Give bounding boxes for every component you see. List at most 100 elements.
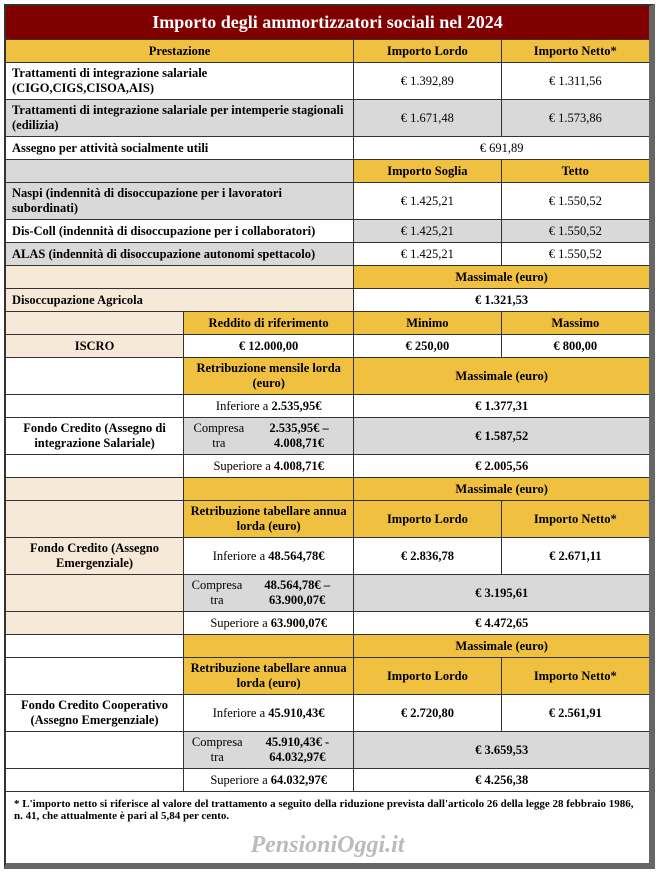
colhdr: Retribuzione mensile lorda (euro) (184, 358, 354, 394)
table-wrapper: Importo degli ammortizzatori sociali nel… (4, 4, 655, 869)
label: Trattamenti di integrazione salariale (C… (6, 63, 354, 99)
hdr-massimale: Massimale (euro) (354, 635, 649, 657)
table-title: Importo degli ammortizzatori sociali nel… (6, 6, 649, 40)
footnote: * L'importo netto si riferisce al valore… (6, 792, 649, 828)
label: Assegno per attività socialmente utili (6, 137, 354, 159)
label (6, 769, 184, 791)
bracket: Inferiore a 45.910,43€ (184, 695, 354, 731)
row-discoll: Dis-Coll (indennità di disoccupazione pe… (6, 220, 649, 243)
hdr-soglia: Importo Soglia (354, 160, 501, 182)
row-agricola-hdr: Massimale (euro) (6, 266, 649, 289)
val-netto: € 2.671,11 (502, 538, 649, 574)
val-tetto: € 1.550,52 (502, 183, 649, 219)
label (6, 478, 184, 500)
fc3-r0: Fondo Credito Cooperativo (Assegno Emerg… (6, 695, 649, 732)
val: € 2.005,56 (354, 455, 649, 477)
row-cigo: Trattamenti di integrazione salariale (C… (6, 63, 649, 100)
fc3-hdr1: Massimale (euro) (6, 635, 649, 658)
hdr-massimale: Massimale (euro) (354, 358, 649, 394)
val-netto: € 1.311,56 (502, 63, 649, 99)
fc3-r1: Compresa tra 45.910,43€ - 64.032,97€ € 3… (6, 732, 649, 769)
bracket: Compresa tra 45.910,43€ - 64.032,97€ (184, 732, 354, 768)
fc1-r2: Superiore a 4.008,71€ € 2.005,56 (6, 455, 649, 478)
label: Naspi (indennità di disoccupazione per i… (6, 183, 354, 219)
fc2-r2: Superiore a 63.900,07€ € 4.472,65 (6, 612, 649, 635)
label: Trattamenti di integrazione salariale pe… (6, 100, 354, 136)
val: € 1.587,52 (354, 418, 649, 454)
val: € 1.321,53 (354, 289, 649, 311)
label (6, 160, 354, 182)
fc2-r1: Compresa tra 48.564,78€ – 63.900,07€ € 3… (6, 575, 649, 612)
hdr-prestazione: Prestazione (6, 40, 354, 62)
label (6, 358, 184, 394)
hdr-tetto: Tetto (502, 160, 649, 182)
val-netto: € 1.573,86 (502, 100, 649, 136)
val: € 3.195,61 (354, 575, 649, 611)
bracket: Compresa tra 2.535,95€ – 4.008,71€ (184, 418, 354, 454)
val: € 3.659,53 (354, 732, 649, 768)
val-ref: € 12.000,00 (184, 335, 354, 357)
row-naspi-val: Naspi (indennità di disoccupazione per i… (6, 183, 649, 220)
bracket: Superiore a 4.008,71€ (184, 455, 354, 477)
label (6, 395, 184, 417)
row-iscro-val: ISCRO € 12.000,00 € 250,00 € 800,00 (6, 335, 649, 358)
val-min: € 250,00 (354, 335, 501, 357)
bracket: Compresa tra 48.564,78€ – 63.900,07€ (184, 575, 354, 611)
val-max: € 800,00 (502, 335, 649, 357)
label (6, 455, 184, 477)
label (6, 732, 184, 768)
label (6, 658, 184, 694)
label: ISCRO (6, 335, 184, 357)
header-row: Prestazione Importo Lordo Importo Netto* (6, 40, 649, 63)
val-soglia: € 1.425,21 (354, 183, 501, 219)
label (6, 635, 184, 657)
bracket: Inferiore a 48.564,78€ (184, 538, 354, 574)
hdr-netto: Importo Netto* (502, 40, 649, 62)
val-tetto: € 1.550,52 (502, 243, 649, 265)
val-soglia: € 1.425,21 (354, 220, 501, 242)
hdr-massimale: Massimale (euro) (354, 266, 649, 288)
val-soglia: € 1.425,21 (354, 243, 501, 265)
hdr-lordo: Importo Lordo (354, 501, 501, 537)
hdr-netto: Importo Netto* (502, 501, 649, 537)
label (6, 575, 184, 611)
label: ALAS (indennità di disoccupazione autono… (6, 243, 354, 265)
hdr-massimale: Massimale (euro) (354, 478, 649, 500)
fc1-r0: Inferiore a 2.535,95€ € 1.377,31 (6, 395, 649, 418)
row-assegno-utili: Assegno per attività socialmente utili €… (6, 137, 649, 160)
hdr-lordo: Importo Lordo (354, 658, 501, 694)
brand-watermark: PensioniOggi.it (6, 828, 649, 863)
fc2-r0: Fondo Credito (Assegno Emergenziale) Inf… (6, 538, 649, 575)
hdr-lordo: Importo Lordo (354, 40, 501, 62)
colhdr (184, 635, 354, 657)
fc3-hdr2: Retribuzione tabellare annua lorda (euro… (6, 658, 649, 695)
colhdr: Retribuzione tabellare annua lorda (euro… (184, 501, 354, 537)
val-lordo: € 1.671,48 (354, 100, 501, 136)
label: Fondo Credito (Assegno Emergenziale) (6, 538, 184, 574)
bracket: Superiore a 63.900,07€ (184, 612, 354, 634)
label: Fondo Credito Cooperativo (Assegno Emerg… (6, 695, 184, 731)
row-naspi: Importo Soglia Tetto (6, 160, 649, 183)
label (6, 612, 184, 634)
val: € 1.377,31 (354, 395, 649, 417)
fc2-hdr1: Massimale (euro) (6, 478, 649, 501)
val: € 4.256,38 (354, 769, 649, 791)
label (6, 312, 184, 334)
row-edilizia: Trattamenti di integrazione salariale pe… (6, 100, 649, 137)
label: Fondo Credito (Assegno di integrazione S… (6, 418, 184, 454)
val-tetto: € 1.550,52 (502, 220, 649, 242)
hdr-max: Massimo (502, 312, 649, 334)
hdr-netto: Importo Netto* (502, 658, 649, 694)
fc1-hdr: Retribuzione mensile lorda (euro) Massim… (6, 358, 649, 395)
bracket: Inferiore a 2.535,95€ (184, 395, 354, 417)
row-alas: ALAS (indennità di disoccupazione autono… (6, 243, 649, 266)
fc1-r1: Fondo Credito (Assegno di integrazione S… (6, 418, 649, 455)
val-lordo: € 2.836,78 (354, 538, 501, 574)
label (6, 501, 184, 537)
hdr-ref: Reddito di riferimento (184, 312, 354, 334)
label: Disoccupazione Agricola (6, 289, 354, 311)
colhdr: Retribuzione tabellare annua lorda (euro… (184, 658, 354, 694)
fc3-r2: Superiore a 64.032,97€ € 4.256,38 (6, 769, 649, 792)
row-agricola-val: Disoccupazione Agricola € 1.321,53 (6, 289, 649, 312)
label: Dis-Coll (indennità di disoccupazione pe… (6, 220, 354, 242)
